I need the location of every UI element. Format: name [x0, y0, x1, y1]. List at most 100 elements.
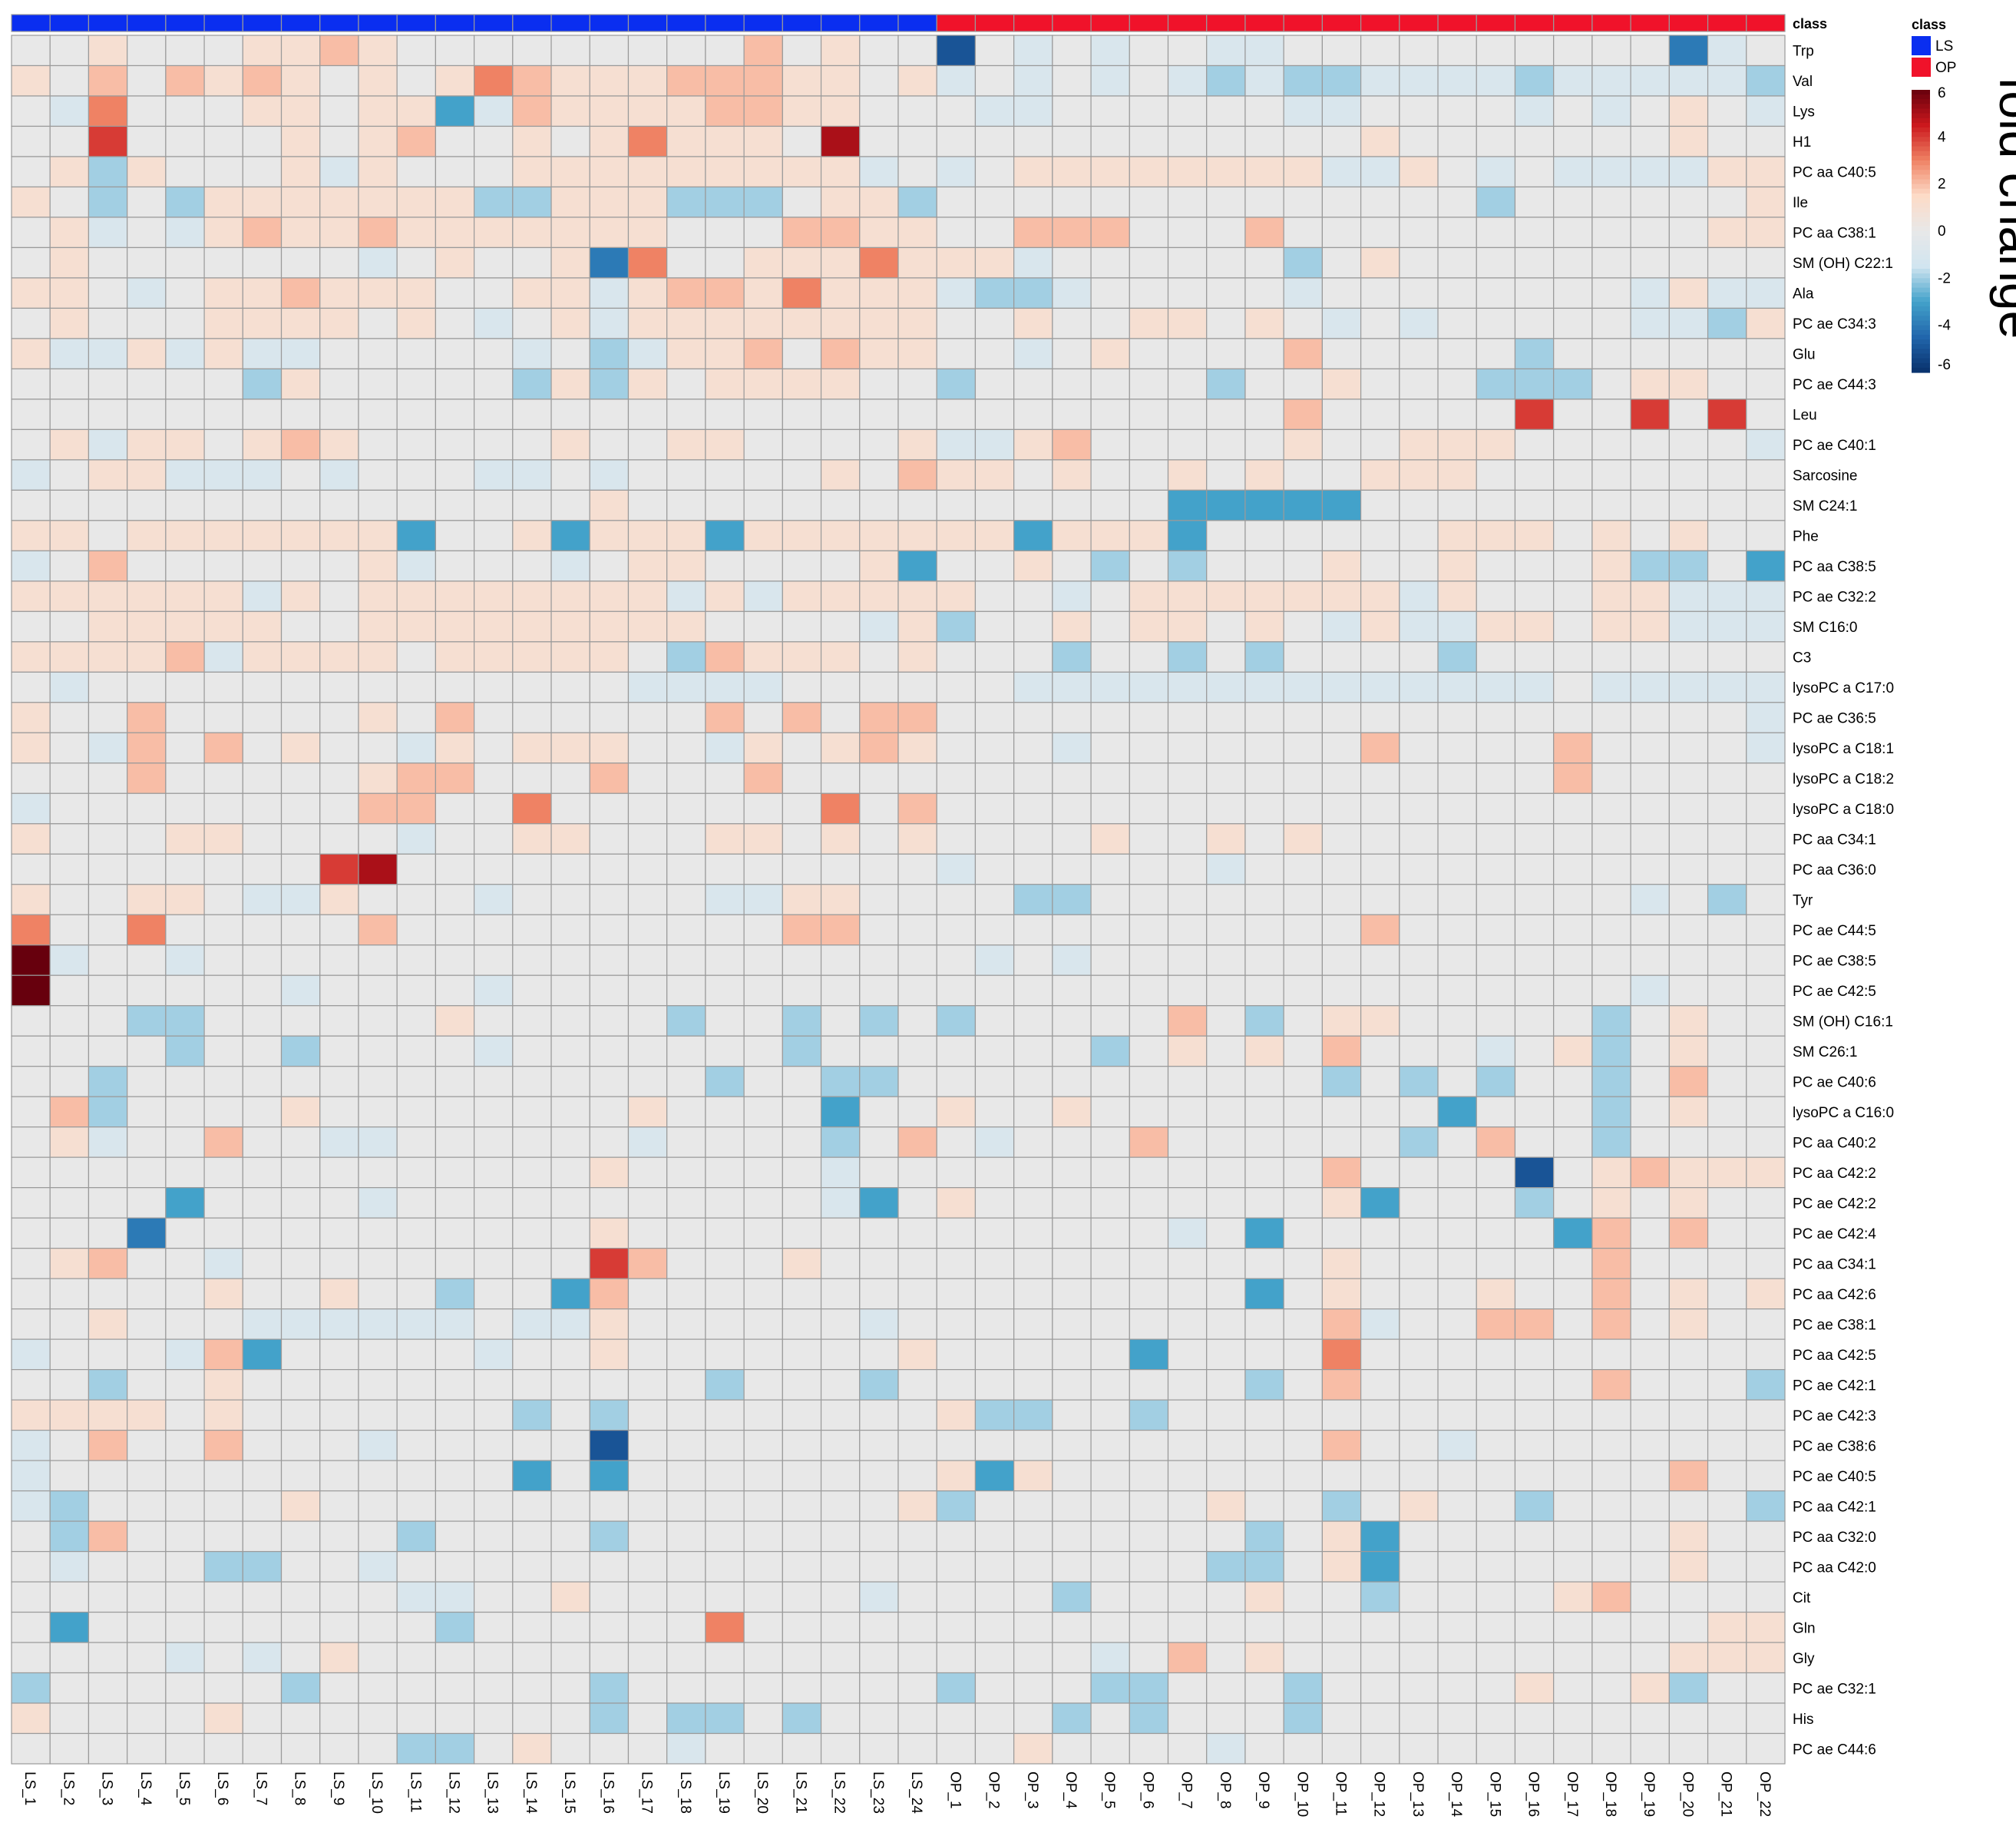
- heatmap-cell: [897, 914, 937, 946]
- heatmap-cell: [705, 338, 745, 370]
- heatmap-cell: [1707, 307, 1747, 339]
- heatmap-cell: [165, 792, 205, 825]
- heatmap-cell: [512, 156, 552, 188]
- colorbar-segment: [1912, 236, 1930, 241]
- heatmap-cell: [88, 732, 128, 764]
- heatmap-cell: [1553, 671, 1593, 703]
- heatmap-cell: [859, 95, 899, 127]
- heatmap-cell: [1360, 1550, 1400, 1583]
- heatmap-cell: [127, 1611, 167, 1643]
- heatmap-cell: [782, 1035, 822, 1067]
- row-label: lysoPC a C18:0: [1793, 802, 1894, 818]
- heatmap-cell: [1167, 125, 1208, 157]
- heatmap-cell: [88, 1156, 128, 1189]
- heatmap-cell: [705, 1732, 745, 1765]
- heatmap-cell: [1707, 974, 1747, 1007]
- heatmap-cell: [589, 428, 630, 461]
- heatmap-cell: [1514, 399, 1555, 430]
- heatmap-cell: [1707, 1096, 1747, 1128]
- heatmap-cell: [820, 399, 861, 430]
- heatmap-cell: [1476, 1642, 1516, 1674]
- heatmap-cell: [1013, 1429, 1053, 1461]
- heatmap-cell: [1476, 1308, 1516, 1340]
- heatmap-cell: [589, 65, 630, 97]
- heatmap-cell: [203, 1642, 243, 1674]
- heatmap-cell: [396, 186, 436, 218]
- heatmap-cell: [1630, 914, 1670, 946]
- colorbar-segment: [1912, 231, 1930, 237]
- heatmap-cell: [1013, 1005, 1053, 1037]
- heatmap-cell: [1167, 702, 1208, 733]
- heatmap-cell: [474, 1126, 514, 1158]
- heatmap-cell: [358, 1005, 398, 1037]
- heatmap-cell: [1476, 338, 1516, 370]
- heatmap-cell: [1167, 1126, 1208, 1158]
- heatmap-cell: [1746, 125, 1786, 157]
- heatmap-cell: [1514, 1399, 1555, 1431]
- heatmap-cell: [1052, 125, 1092, 157]
- heatmap-cell: [627, 1702, 668, 1735]
- row-label: PC aa C40:5: [1793, 165, 1876, 181]
- colorbar-segment: [1912, 151, 1930, 157]
- heatmap-cell: [1630, 1338, 1670, 1371]
- heatmap-cell: [1746, 35, 1786, 67]
- heatmap-cell: [280, 762, 321, 794]
- heatmap-cell: [396, 610, 436, 643]
- heatmap-cell: [550, 520, 590, 551]
- heatmap-cell: [936, 1399, 977, 1431]
- heatmap-cell: [743, 641, 783, 673]
- heatmap-cell: [1668, 1338, 1709, 1371]
- heatmap-cell: [1321, 641, 1362, 673]
- heatmap-cell: [743, 671, 783, 703]
- row-label: Phe: [1793, 529, 1819, 545]
- heatmap-cell: [1167, 732, 1208, 764]
- column-label: LS_11: [407, 1771, 423, 1813]
- heatmap-cell: [1090, 399, 1130, 430]
- heatmap-cell: [11, 1338, 51, 1371]
- heatmap-cell: [242, 974, 283, 1007]
- heatmap-cell: [1707, 1460, 1747, 1492]
- heatmap-cell: [705, 581, 745, 612]
- heatmap-cell: [589, 944, 630, 976]
- heatmap-cell: [1707, 884, 1747, 915]
- annotation-cell: [512, 14, 552, 32]
- heatmap-cell: [782, 428, 822, 461]
- heatmap-cell: [782, 1308, 822, 1340]
- heatmap-cell: [203, 1248, 243, 1279]
- heatmap-cell: [1283, 186, 1323, 218]
- annotation-cell: [743, 14, 783, 32]
- heatmap-cell: [1399, 186, 1439, 218]
- heatmap-cell: [589, 338, 630, 370]
- heatmap-cell: [512, 1581, 552, 1613]
- heatmap-cell: [820, 186, 861, 218]
- colorbar-segment: [1912, 362, 1930, 369]
- heatmap-cell: [1514, 368, 1555, 400]
- heatmap-cells: [11, 35, 1786, 1765]
- heatmap-cell: [1746, 368, 1786, 400]
- heatmap-cell: [11, 944, 51, 976]
- heatmap-cell: [127, 520, 167, 551]
- heatmap-cell: [1013, 489, 1053, 521]
- heatmap-cell: [435, 489, 475, 521]
- heatmap-cell: [165, 702, 205, 733]
- heatmap-cell: [589, 1399, 630, 1431]
- heatmap-cell: [666, 489, 706, 521]
- heatmap-cell: [512, 792, 552, 825]
- colorbar-segment: [1912, 254, 1930, 260]
- heatmap-cell: [897, 95, 937, 127]
- heatmap-cell: [11, 1520, 51, 1553]
- heatmap-cell: [127, 1581, 167, 1613]
- heatmap-cell: [1399, 1066, 1439, 1097]
- row-label: PC ae C44:6: [1793, 1742, 1876, 1758]
- heatmap-cell: [1129, 581, 1169, 612]
- heatmap-cell: [589, 884, 630, 915]
- heatmap-cell: [474, 186, 514, 218]
- heatmap-cell: [1746, 399, 1786, 430]
- heatmap-cell: [165, 944, 205, 976]
- heatmap-cell: [358, 338, 398, 370]
- heatmap-cell: [1630, 1550, 1670, 1583]
- heatmap-cell: [435, 95, 475, 127]
- heatmap-cell: [1746, 277, 1786, 309]
- heatmap-cell: [1206, 338, 1246, 370]
- heatmap-cell: [11, 1611, 51, 1643]
